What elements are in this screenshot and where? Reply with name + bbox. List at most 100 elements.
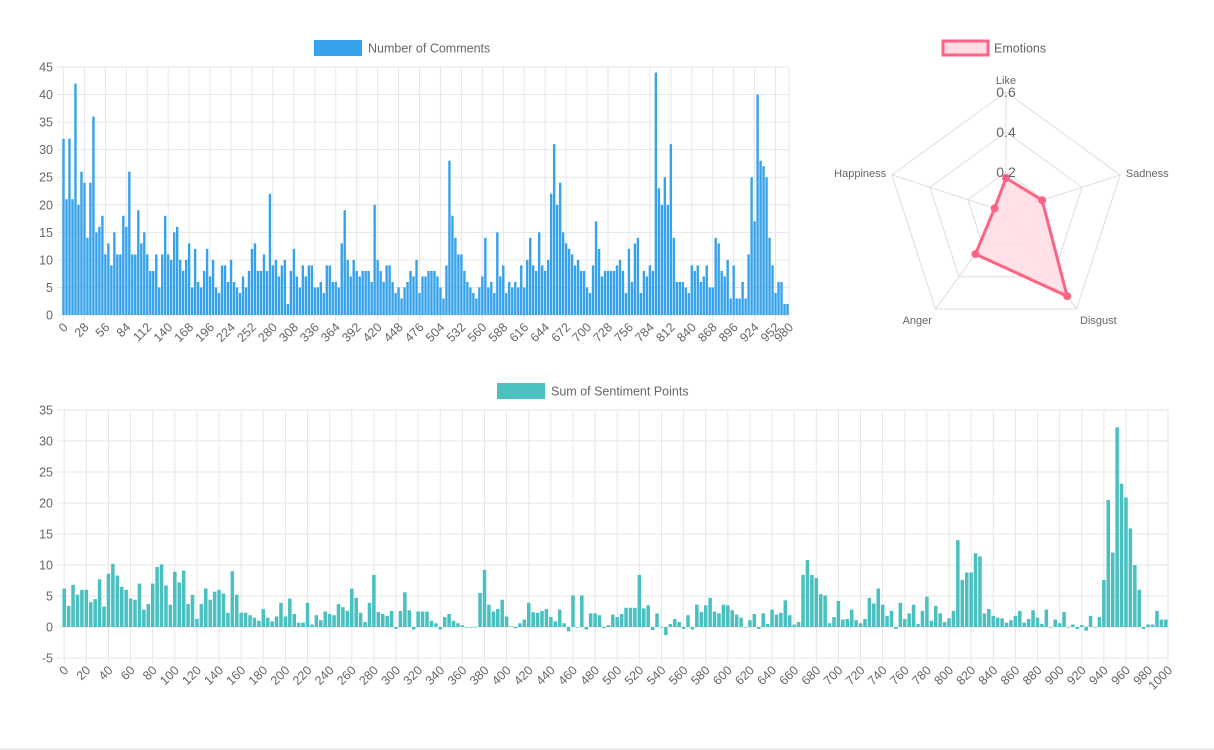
comments-bar[interactable] bbox=[340, 243, 343, 315]
sentiment-bar[interactable] bbox=[717, 613, 721, 627]
sentiment-bar[interactable] bbox=[296, 622, 301, 627]
sentiment-bar[interactable] bbox=[208, 599, 212, 627]
comments-bar[interactable] bbox=[475, 298, 478, 315]
sentiment-bar[interactable] bbox=[911, 604, 916, 627]
sentiment-bar[interactable] bbox=[168, 604, 173, 627]
sentiment-bar[interactable] bbox=[1106, 499, 1111, 627]
comments-bar[interactable] bbox=[178, 259, 182, 315]
sentiment-bar[interactable] bbox=[513, 627, 518, 629]
sentiment-bar[interactable] bbox=[1035, 617, 1040, 627]
comments-bar[interactable] bbox=[77, 204, 80, 315]
comments-bar[interactable] bbox=[624, 292, 628, 315]
comments-bar[interactable] bbox=[567, 248, 571, 315]
sentiment-bar[interactable] bbox=[363, 622, 367, 627]
sentiment-bar[interactable] bbox=[270, 621, 274, 627]
comments-bar[interactable] bbox=[283, 259, 287, 315]
sentiment-bar[interactable] bbox=[451, 620, 456, 627]
comments-bar[interactable] bbox=[125, 226, 128, 315]
sentiment-bar[interactable] bbox=[752, 613, 757, 627]
comments-bar[interactable] bbox=[181, 270, 185, 315]
comments-bar[interactable] bbox=[675, 281, 679, 315]
sentiment-bar[interactable] bbox=[681, 627, 686, 629]
sentiment-bar[interactable] bbox=[434, 623, 438, 627]
sentiment-bar[interactable] bbox=[690, 627, 695, 630]
sentiment-bar[interactable] bbox=[810, 574, 814, 627]
comments-bar[interactable] bbox=[660, 204, 664, 315]
comments-bar[interactable] bbox=[645, 276, 649, 315]
sentiment-bar[interactable] bbox=[787, 615, 792, 627]
sentiment-bar[interactable] bbox=[1018, 610, 1022, 627]
sentiment-bar[interactable] bbox=[177, 582, 182, 627]
sentiment-bar[interactable] bbox=[726, 605, 730, 627]
sentiment-bar[interactable] bbox=[566, 627, 571, 632]
sentiment-bar[interactable] bbox=[929, 620, 934, 627]
sentiment-bar[interactable] bbox=[332, 615, 336, 627]
sentiment-bar[interactable] bbox=[1079, 625, 1084, 627]
sentiment-bar[interactable] bbox=[938, 613, 942, 627]
comments-bar[interactable] bbox=[68, 138, 71, 315]
comments-bar[interactable] bbox=[636, 237, 640, 315]
comments-bar[interactable] bbox=[717, 243, 720, 315]
comments-bar[interactable] bbox=[226, 281, 230, 315]
comments-bar[interactable] bbox=[223, 265, 227, 315]
comments-bar[interactable] bbox=[86, 237, 89, 315]
sentiment-bar[interactable] bbox=[1159, 619, 1164, 627]
comments-bar[interactable] bbox=[167, 254, 170, 315]
comments-bar[interactable] bbox=[256, 270, 260, 315]
sentiment-bar[interactable] bbox=[1155, 610, 1159, 627]
comments-bar[interactable] bbox=[526, 259, 529, 315]
sentiment-bar[interactable] bbox=[137, 583, 142, 627]
comments-bar[interactable] bbox=[537, 232, 541, 315]
comments-bar[interactable] bbox=[313, 287, 317, 315]
comments-bar[interactable] bbox=[137, 210, 140, 315]
sentiment-bar[interactable] bbox=[261, 609, 266, 627]
comments-bar[interactable] bbox=[597, 248, 601, 315]
sentiment-bar[interactable] bbox=[159, 564, 164, 627]
sentiment-bar[interactable] bbox=[1000, 618, 1004, 627]
comments-bar[interactable] bbox=[337, 287, 340, 315]
sentiment-bar[interactable] bbox=[518, 623, 522, 627]
sentiment-bar[interactable] bbox=[1141, 627, 1146, 629]
comments-bar[interactable] bbox=[397, 287, 400, 315]
sentiment-bar[interactable] bbox=[774, 614, 779, 627]
comments-bar[interactable] bbox=[765, 177, 768, 315]
emotions-point[interactable] bbox=[971, 250, 980, 259]
sentiment-bar[interactable] bbox=[411, 627, 416, 630]
sentiment-bar[interactable] bbox=[668, 623, 673, 627]
sentiment-bar[interactable] bbox=[615, 617, 619, 627]
sentiment-bar[interactable] bbox=[257, 620, 261, 627]
sentiment-bar[interactable] bbox=[354, 597, 358, 627]
sentiment-bar[interactable] bbox=[991, 615, 996, 627]
sentiment-bar[interactable] bbox=[1071, 624, 1075, 627]
comments-bar[interactable] bbox=[720, 270, 723, 315]
sentiment-bar[interactable] bbox=[234, 594, 239, 627]
comments-bar[interactable] bbox=[146, 254, 149, 315]
sentiment-bar[interactable] bbox=[531, 612, 535, 627]
comments-bar[interactable] bbox=[552, 144, 556, 315]
sentiment-bar[interactable] bbox=[624, 607, 628, 627]
sentiment-bar[interactable] bbox=[265, 617, 270, 627]
comments-bar[interactable] bbox=[511, 287, 514, 315]
sentiment-bar[interactable] bbox=[770, 609, 774, 627]
comments-bar[interactable] bbox=[427, 270, 430, 315]
sentiment-bar[interactable] bbox=[876, 588, 880, 627]
sentiment-bar[interactable] bbox=[181, 570, 186, 627]
sentiment-bar[interactable] bbox=[115, 575, 120, 627]
comments-bar[interactable] bbox=[214, 287, 218, 315]
comments-bar[interactable] bbox=[289, 270, 293, 315]
comments-bar[interactable] bbox=[149, 270, 152, 315]
sentiment-bar[interactable] bbox=[173, 571, 177, 627]
comments-bar[interactable] bbox=[777, 281, 780, 315]
sentiment-bar[interactable] bbox=[544, 609, 549, 627]
sentiment-bar[interactable] bbox=[487, 604, 491, 627]
sentiment-bar[interactable] bbox=[283, 616, 288, 627]
comments-bar[interactable] bbox=[451, 215, 454, 315]
sentiment-bar[interactable] bbox=[190, 594, 195, 627]
sentiment-bar[interactable] bbox=[549, 617, 553, 627]
sentiment-bar[interactable] bbox=[849, 609, 854, 627]
comments-bar[interactable] bbox=[684, 287, 687, 315]
sentiment-bar[interactable] bbox=[111, 563, 115, 627]
comments-legend-swatch[interactable] bbox=[314, 40, 362, 56]
sentiment-bar[interactable] bbox=[71, 584, 75, 627]
sentiment-bar[interactable] bbox=[628, 607, 633, 627]
